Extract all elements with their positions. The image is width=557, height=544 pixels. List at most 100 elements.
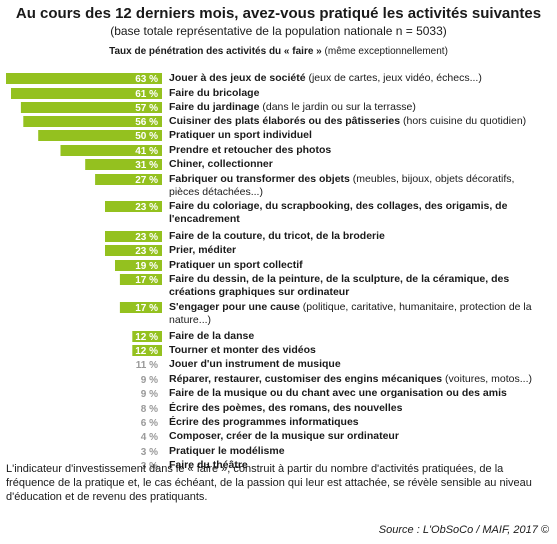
category-label-detail: (jeux de cartes, jeux vidéo, échecs...): [305, 72, 482, 84]
category-label: Cuisiner des plats élaborés ou des pâtis…: [169, 115, 544, 128]
category-label: Faire du coloriage, du scrapbooking, des…: [169, 200, 544, 226]
category-label: Pratiquer le modélisme: [169, 445, 544, 458]
bar-value-label: 3 %: [141, 447, 158, 458]
bar: [20, 102, 163, 113]
category-label: Chiner, collectionner: [169, 158, 544, 171]
category-label-main: Prendre et retoucher des photos: [169, 144, 332, 156]
category-label-main: Faire de la couture, du tricot, de la br…: [169, 230, 385, 242]
bar-value-label: 63 %: [135, 74, 158, 85]
bar: [11, 88, 162, 99]
bar: [105, 201, 162, 212]
bar: [132, 331, 162, 342]
bar-value-label: 11 %: [136, 360, 158, 371]
bar: [60, 145, 162, 156]
category-label-main: Faire du dessin, de la peinture, de la s…: [169, 273, 510, 298]
bar: [95, 174, 162, 185]
category-label-main: Faire du bricolage: [169, 87, 260, 99]
category-label-main: Faire de la musique ou du chant avec une…: [169, 387, 507, 399]
category-label-main: Écrire des poèmes, des romans, des nouve…: [169, 402, 403, 414]
bar-value-label: 8 %: [141, 404, 158, 415]
bar-value-label: 12 %: [135, 332, 158, 343]
footnote: L'indicateur d'investissement dans le « …: [6, 463, 532, 503]
chart-subtitle: (base totale représentative de la popula…: [110, 24, 447, 38]
category-label-main: Jouer à des jeux de société: [169, 72, 306, 84]
bar-value-label: 9 %: [141, 389, 158, 400]
chart-title: Au cours des 12 derniers mois, avez-vous…: [15, 5, 542, 22]
category-label-main: Cuisiner des plats élaborés ou des pâtis…: [169, 115, 401, 127]
bar-value-label: 23 %: [135, 202, 158, 213]
category-label: Écrire des poèmes, des romans, des nouve…: [169, 402, 544, 415]
bar-value-label: 12 %: [135, 346, 158, 357]
category-label-main: Faire de la danse: [169, 330, 255, 342]
bar: [105, 245, 162, 256]
category-label-main: Pratiquer un sport individuel: [169, 129, 312, 141]
bar-value-label: 23 %: [135, 246, 158, 257]
category-label-detail: (dans le jardin ou sur la terrasse): [259, 101, 416, 113]
category-label-main: Faire du coloriage, du scrapbooking, des…: [169, 200, 508, 225]
category-label: Prendre et retoucher des photos: [169, 144, 544, 157]
source-note: Source : L'ObSoCo / MAIF, 2017 ©: [378, 524, 549, 536]
caption-bold: Taux de pénétration des activités du « f…: [109, 46, 322, 57]
category-label-main: Chiner, collectionner: [169, 158, 273, 170]
bar-value-label: 4 %: [141, 432, 158, 443]
bar: [85, 159, 162, 170]
bar: [119, 302, 162, 313]
category-label-main: Tourner et monter des vidéos: [169, 344, 316, 356]
category-label: Faire du bricolage: [169, 87, 544, 100]
bar-value-label: 9 %: [141, 375, 158, 386]
category-label: Faire du dessin, de la peinture, de la s…: [169, 273, 544, 299]
category-label-main: Pratiquer un sport collectif: [169, 259, 303, 271]
category-label: Faire du théâtre: [169, 459, 544, 472]
category-label: Composer, créer de la musique sur ordina…: [169, 430, 544, 443]
category-label: Faire de la musique ou du chant avec une…: [169, 387, 544, 400]
category-label-main: Pratiquer le modélisme: [169, 445, 285, 457]
caption-rest: (même exceptionnellement): [321, 46, 448, 57]
bar-value-label: 41 %: [135, 146, 158, 157]
category-label-main: Jouer d'un instrument de musique: [169, 358, 341, 370]
category-label: Faire de la couture, du tricot, de la br…: [169, 230, 544, 243]
bar: [105, 231, 162, 242]
bar: [6, 73, 162, 84]
bar-value-label: 27 %: [135, 175, 158, 186]
bar-value-label: 17 %: [135, 275, 158, 286]
category-label-main: Réparer, restaurer, customiser des engin…: [169, 373, 443, 385]
chart-caption: Taux de pénétration des activités du « f…: [0, 46, 557, 57]
category-label: S'engager pour une cause (politique, car…: [169, 301, 544, 327]
category-label-main: Faire du théâtre: [169, 459, 248, 471]
bar: [38, 130, 163, 141]
category-label: Réparer, restaurer, customiser des engin…: [169, 373, 544, 386]
bar-value-label: 61 %: [135, 89, 158, 100]
bar: [23, 116, 162, 127]
category-label: Pratiquer un sport individuel: [169, 129, 544, 142]
category-label-detail: (hors cuisine du quotidien): [400, 115, 527, 127]
category-label: Faire du jardinage (dans le jardin ou su…: [169, 101, 544, 114]
category-label: Faire de la danse: [169, 330, 544, 343]
bar-value-label: 31 %: [135, 160, 158, 171]
bar-value-label: 50 %: [135, 131, 158, 142]
category-label: Jouer d'un instrument de musique: [169, 358, 544, 371]
category-label-main: Fabriquer ou transformer des objets: [169, 173, 350, 185]
bar-value-label: 56 %: [135, 117, 158, 128]
bar-value-label: 19 %: [135, 261, 158, 272]
category-label: Écrire des programmes informatiques: [169, 416, 544, 429]
category-label-main: Faire du jardinage: [169, 101, 260, 113]
bar-value-label: 3 %: [141, 461, 158, 472]
category-label: Tourner et monter des vidéos: [169, 344, 544, 357]
bar-value-label: 23 %: [135, 232, 158, 243]
category-label-main: Écrire des programmes informatiques: [169, 416, 359, 428]
category-label: Prier, méditer: [169, 244, 544, 257]
bar: [115, 260, 162, 271]
bar: [119, 274, 162, 285]
bar-value-label: 57 %: [135, 103, 158, 114]
category-label-main: S'engager pour une cause: [169, 301, 300, 313]
category-label-detail: (voitures, motos...): [442, 373, 532, 385]
category-label: Pratiquer un sport collectif: [169, 259, 544, 272]
category-label: Jouer à des jeux de société (jeux de car…: [169, 72, 544, 85]
category-label-main: Prier, méditer: [169, 244, 237, 256]
bar-value-label: 17 %: [135, 303, 158, 314]
bar: [132, 345, 162, 356]
bar-value-label: 6 %: [141, 418, 158, 429]
category-label-detail: (meubles, bijoux, objets décoratifs, piè…: [169, 173, 515, 198]
category-label-detail: (politique, caritative, humanitaire, pro…: [169, 301, 532, 326]
